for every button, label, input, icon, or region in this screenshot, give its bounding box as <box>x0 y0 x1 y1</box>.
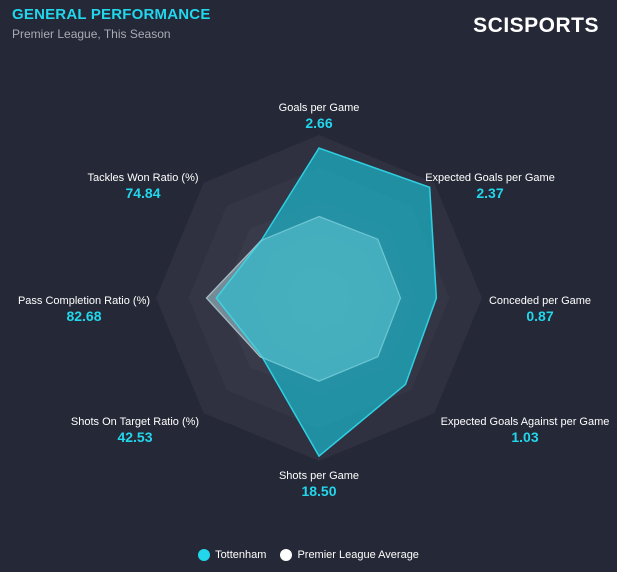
axis-value: 1.03 <box>511 429 539 445</box>
axis-name: Pass Completion Ratio (%) <box>17 295 151 307</box>
axis-value: 82.68 <box>66 308 102 324</box>
scisports-logo: SCISPORTS <box>473 14 599 37</box>
axis-label: Expected Goals Against per Game 1.03 <box>441 416 610 445</box>
legend-item-tottenham[interactable]: Tottenham <box>198 549 266 561</box>
tottenham-swatch <box>198 549 211 561</box>
axis-label: Expected Goals per Game 2.37 <box>425 172 555 201</box>
axis-name: Tackles Won Ratio (%) <box>87 172 199 184</box>
axis-name: Goals per Game <box>278 102 360 114</box>
axis-label: Tackles Won Ratio (%) 74.84 <box>87 172 198 201</box>
axis-name: Expected Goals Against per Game <box>440 416 610 428</box>
series-league-average-overlay <box>205 215 402 382</box>
axis-label: Goals per Game 2.66 <box>279 102 360 131</box>
axis-value: 74.84 <box>125 185 161 201</box>
axis-value: 42.53 <box>117 429 153 445</box>
axis-label: Pass Completion Ratio (%) 82.68 <box>18 295 150 324</box>
legend-label: Premier League Average <box>297 549 419 561</box>
axis-name: Expected Goals per Game <box>425 172 555 184</box>
axis-name: Shots per Game <box>278 470 360 482</box>
axis-label: Conceded per Game 0.87 <box>489 295 591 324</box>
axis-name: Shots On Target Ratio (%) <box>70 416 200 428</box>
axis-label: Shots per Game 18.50 <box>279 470 359 499</box>
axis-value: 2.37 <box>476 185 504 201</box>
legend: Tottenham Premier League Average <box>0 549 617 561</box>
legend-label: Tottenham <box>215 549 267 561</box>
axis-value: 2.66 <box>305 115 333 131</box>
axis-name: Conceded per Game <box>488 295 592 307</box>
chart-subtitle: Premier League, This Season <box>12 27 171 41</box>
league-average-swatch <box>280 549 293 561</box>
chart-title: GENERAL PERFORMANCE <box>12 6 211 23</box>
axis-value: 18.50 <box>301 483 337 499</box>
series-tottenham <box>215 147 438 458</box>
axis-value: 0.87 <box>526 308 554 324</box>
axis-label: Shots On Target Ratio (%) 42.53 <box>71 416 199 445</box>
legend-item-league-average[interactable]: Premier League Average <box>280 549 419 561</box>
